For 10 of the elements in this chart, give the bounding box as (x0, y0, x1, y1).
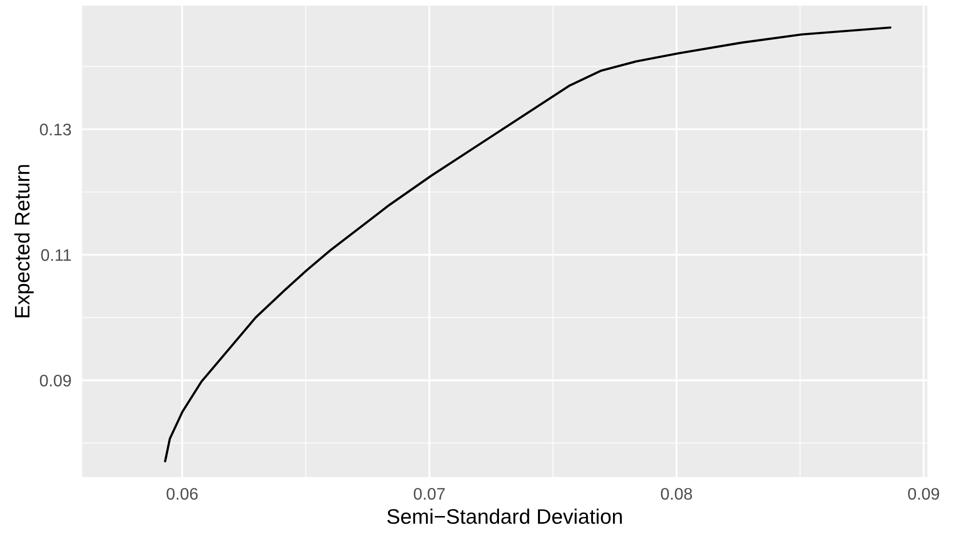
x-tick-label: 0.07 (414, 488, 445, 500)
y-tick-label: 0.11 (41, 249, 71, 261)
y-tick-label: 0.09 (40, 374, 71, 387)
x-tick-label: 0.06 (166, 488, 198, 500)
y-tick-label: 0.13 (40, 124, 71, 136)
line-series (164, 26, 892, 462)
x-axis-title: Semi−Standard Deviation (387, 508, 622, 524)
x-tick-label: 0.08 (660, 488, 692, 500)
x-tick-label: 0.09 (908, 488, 940, 500)
y-axis-title: Expected Return (14, 165, 34, 318)
